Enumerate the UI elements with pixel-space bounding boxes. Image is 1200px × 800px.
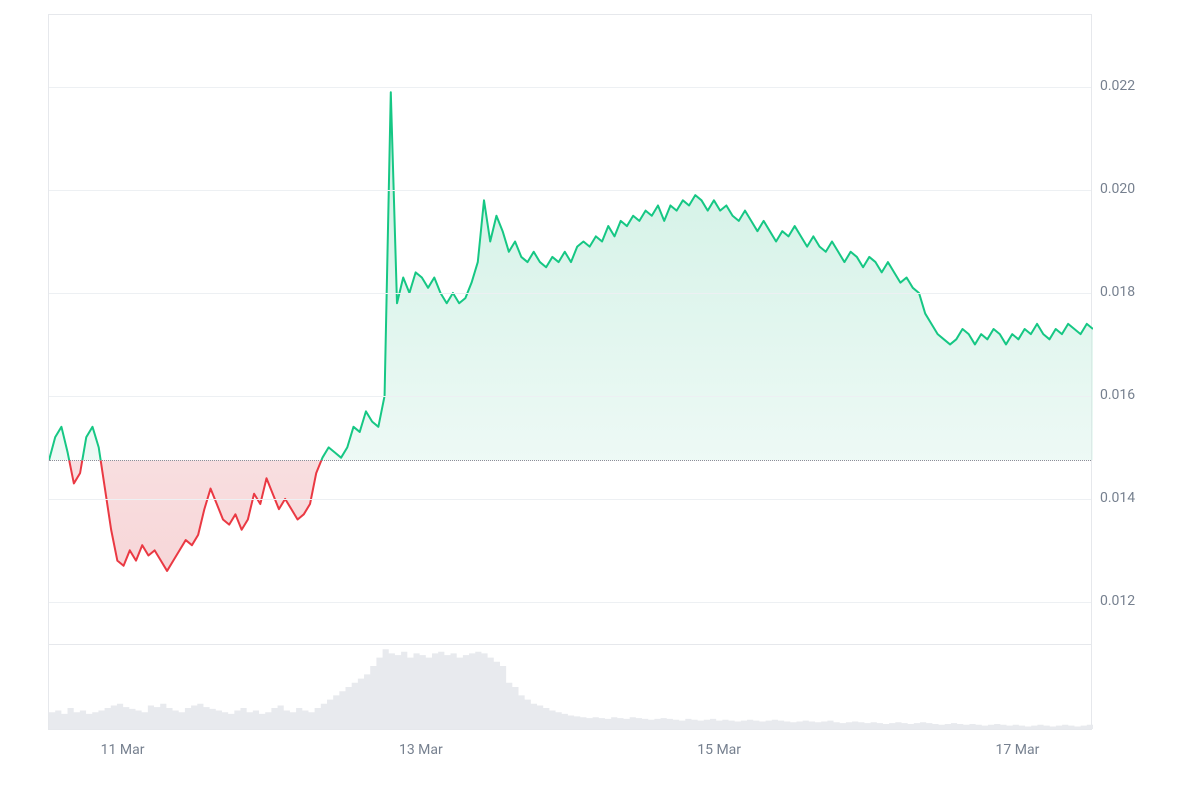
grid-line bbox=[49, 602, 1091, 603]
grid-line bbox=[49, 293, 1091, 294]
x-axis-label: 13 Mar bbox=[399, 742, 443, 758]
y-axis-label: 0.022 bbox=[1100, 78, 1135, 94]
y-axis-label: 0.012 bbox=[1100, 593, 1135, 609]
grid-line bbox=[49, 499, 1091, 500]
x-axis-label: 15 Mar bbox=[697, 742, 741, 758]
price-svg bbox=[49, 15, 1093, 643]
plot-area[interactable] bbox=[48, 14, 1092, 730]
x-axis-label: 11 Mar bbox=[101, 742, 145, 758]
volume-svg bbox=[49, 645, 1093, 729]
volume-area bbox=[49, 644, 1091, 729]
price-area[interactable] bbox=[49, 15, 1091, 643]
grid-line bbox=[49, 87, 1091, 88]
grid-line bbox=[49, 190, 1091, 191]
price-chart[interactable]: 0.012 0.014 0.016 0.018 0.020 0.022 11 Mar 13 M… bbox=[0, 0, 1200, 800]
y-axis-label: 0.016 bbox=[1100, 387, 1135, 403]
y-axis-label: 0.018 bbox=[1100, 284, 1135, 300]
baseline bbox=[49, 460, 1091, 461]
x-axis-label: 17 Mar bbox=[996, 742, 1040, 758]
grid-line bbox=[49, 396, 1091, 397]
y-axis-label: 0.020 bbox=[1100, 181, 1135, 197]
y-axis-label: 0.014 bbox=[1100, 490, 1135, 506]
